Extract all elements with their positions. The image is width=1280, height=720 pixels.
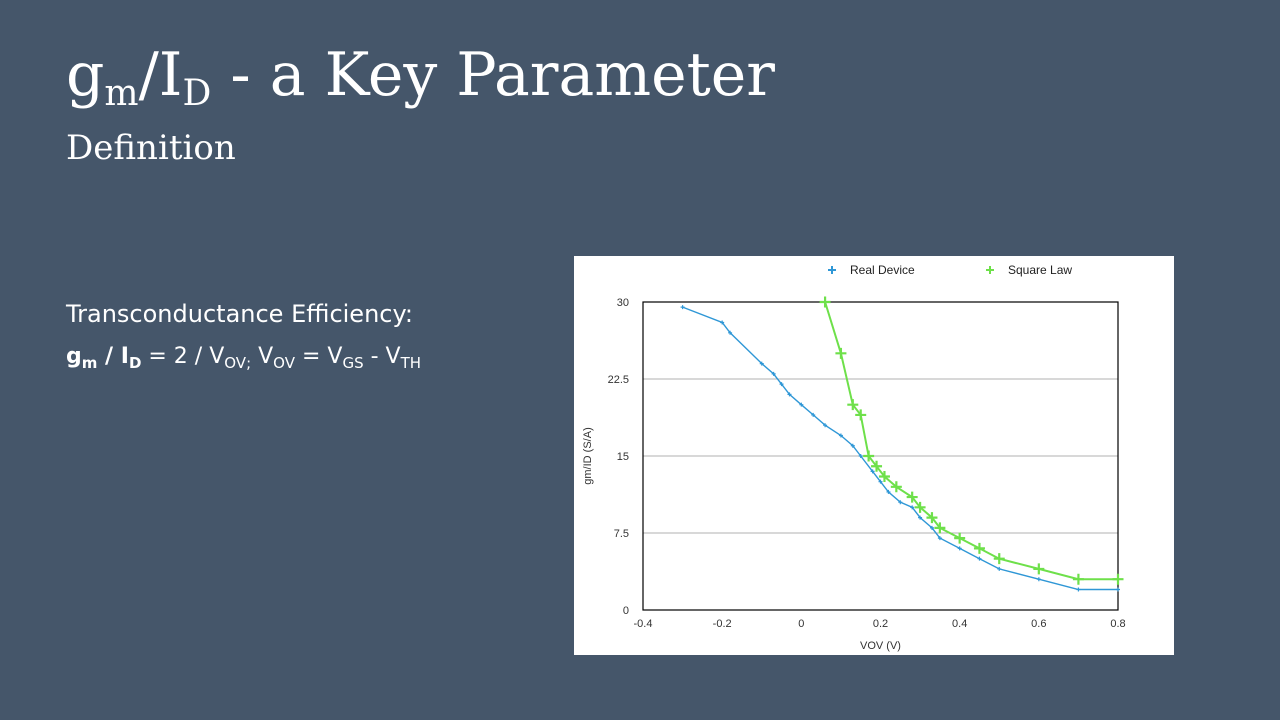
gm-id-chart: 0 7.5 15 22.5 30 -0.4 -0.2 0 0.2 0.4 0.6 0.8 VOV (V)… bbox=[582, 263, 1126, 652]
data-point bbox=[823, 423, 828, 428]
data-point bbox=[937, 536, 942, 541]
data-point bbox=[914, 501, 926, 513]
legend-marker bbox=[986, 266, 994, 274]
data-point bbox=[886, 489, 891, 494]
title-m-subscript: m bbox=[104, 73, 139, 114]
slide-subtitle: Definition bbox=[66, 128, 236, 168]
data-point bbox=[926, 512, 938, 524]
series-line bbox=[824, 301, 1118, 581]
data-point bbox=[871, 460, 883, 472]
y-tick-label: 0 bbox=[623, 605, 629, 617]
y-tick-label: 22.5 bbox=[608, 374, 629, 386]
data-point bbox=[954, 532, 966, 544]
x-axis-label: VOV (V) bbox=[860, 640, 901, 652]
x-tick-label: -0.4 bbox=[634, 618, 653, 630]
data-point bbox=[787, 392, 792, 397]
legend-marker bbox=[828, 266, 836, 274]
data-point bbox=[838, 433, 843, 438]
data-point bbox=[720, 320, 725, 325]
data-point bbox=[779, 382, 784, 387]
data-point bbox=[957, 546, 962, 551]
data-point bbox=[934, 522, 946, 534]
data-point bbox=[850, 443, 855, 448]
formula-ov1-sub: OV; bbox=[224, 354, 252, 372]
data-point bbox=[906, 491, 918, 503]
plot-frame bbox=[642, 301, 1119, 611]
formula-eq: = 2 / V bbox=[141, 344, 225, 369]
formula-v2: V bbox=[251, 344, 274, 369]
formula-g: g bbox=[66, 344, 82, 369]
data-point bbox=[835, 347, 847, 359]
data-point bbox=[929, 525, 934, 530]
data-point bbox=[858, 454, 863, 458]
formula-m-sub: m bbox=[81, 354, 98, 372]
formula-slash-i: / I bbox=[97, 344, 129, 369]
formula-minus: - V bbox=[363, 344, 401, 369]
legend-label: Real Device bbox=[850, 263, 915, 277]
data-point bbox=[759, 361, 764, 366]
x-tick-label: 0.2 bbox=[873, 618, 888, 630]
data-point bbox=[1112, 573, 1124, 585]
data-point bbox=[997, 566, 1002, 571]
y-axis-label: gm/ID (S/A) bbox=[582, 427, 594, 484]
data-point bbox=[918, 515, 923, 520]
title-g: g bbox=[66, 40, 105, 110]
formula-th-sub: TH bbox=[400, 354, 422, 372]
y-tick-label: 7.5 bbox=[614, 528, 629, 540]
data-point bbox=[910, 505, 915, 510]
data-point bbox=[728, 330, 733, 335]
data-point bbox=[973, 542, 985, 554]
data-point bbox=[799, 402, 804, 407]
slide-title: gm/ID - a Key Parameter bbox=[66, 42, 775, 114]
data-point bbox=[680, 305, 685, 310]
data-point bbox=[771, 371, 776, 376]
data-point bbox=[863, 450, 875, 462]
data-point bbox=[1072, 573, 1084, 585]
legend-label: Square Law bbox=[1008, 263, 1072, 277]
formula-gs-sub: GS bbox=[342, 354, 364, 372]
chart-panel: 0 7.5 15 22.5 30 -0.4 -0.2 0 0.2 0.4 0.6 0.8 VOV (V)… bbox=[574, 256, 1174, 655]
data-point bbox=[878, 479, 883, 484]
y-tick-label: 15 bbox=[617, 451, 629, 463]
y-tick-label: 30 bbox=[617, 297, 629, 309]
data-point bbox=[847, 399, 859, 411]
data-point bbox=[1076, 587, 1081, 592]
data-point bbox=[1116, 587, 1120, 592]
x-tick-label: 0 bbox=[798, 618, 804, 630]
data-point bbox=[993, 553, 1005, 565]
title-slash-i: /I bbox=[138, 40, 183, 110]
data-point bbox=[878, 471, 890, 483]
title-d-subscript: D bbox=[182, 73, 212, 114]
data-point bbox=[898, 500, 903, 505]
formula-ov2-sub: OV bbox=[273, 354, 295, 372]
x-tick-label: 0.6 bbox=[1031, 618, 1046, 630]
formula-d-sub: D bbox=[128, 354, 142, 372]
data-point bbox=[1036, 577, 1041, 582]
efficiency-label: Transconductance Efficiency: bbox=[66, 300, 414, 328]
data-point bbox=[870, 469, 875, 474]
x-tick-label: 0.8 bbox=[1110, 618, 1125, 630]
data-point bbox=[811, 412, 816, 417]
data-point bbox=[1033, 563, 1045, 575]
data-point bbox=[977, 556, 982, 561]
formula-line: gm / ID = 2 / VOV; VOV = VGS - VTH bbox=[66, 344, 421, 372]
data-point bbox=[819, 296, 831, 308]
formula-eq2: = V bbox=[294, 344, 343, 369]
x-tick-label: -0.2 bbox=[713, 618, 732, 630]
data-point bbox=[855, 409, 867, 421]
data-point bbox=[890, 481, 902, 493]
title-rest: - a Key Parameter bbox=[211, 40, 775, 110]
x-tick-label: 0.4 bbox=[952, 618, 967, 630]
series-line bbox=[682, 306, 1118, 591]
